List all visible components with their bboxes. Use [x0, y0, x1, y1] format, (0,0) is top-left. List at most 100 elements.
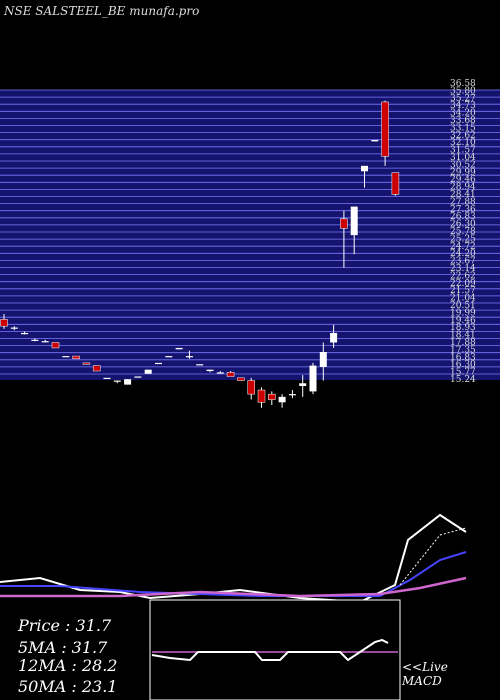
candle-body — [319, 352, 327, 367]
candle-body — [10, 327, 18, 329]
candle-body — [21, 332, 29, 335]
candle-body — [144, 369, 152, 374]
price-label: 34.20 — [450, 109, 476, 119]
candle-body — [278, 396, 286, 403]
price-label: 24.20 — [450, 249, 476, 259]
candle-body — [257, 389, 266, 403]
price-label: 15.24 — [450, 375, 476, 385]
price-label: 28.94 — [450, 183, 476, 193]
price-bands — [0, 89, 500, 380]
price-label: 35.80 — [450, 86, 476, 96]
candle-body — [330, 332, 338, 343]
price-label: 33.68 — [450, 116, 476, 126]
price-label: 15.77 — [450, 368, 476, 378]
price-stat: Price : 31.7 — [18, 616, 112, 635]
candle-body — [237, 377, 245, 381]
price-label: 27.36 — [450, 205, 476, 215]
price-label: 34.73 — [450, 101, 476, 111]
candle-body — [31, 339, 39, 341]
candle-body — [124, 379, 132, 385]
candle-body — [0, 319, 8, 327]
candle-body — [134, 376, 142, 378]
price-label: 29.46 — [450, 175, 476, 185]
ma12-stat: 12MA : 28.2 — [18, 656, 118, 675]
candle-body — [309, 365, 317, 392]
ma50-stat: 50MA : 23.1 — [18, 677, 118, 696]
price-axis-labels: 36.5835.8035.2734.7334.2033.6833.1532.62… — [450, 79, 476, 385]
candle-body — [371, 140, 379, 142]
price-label: 16.83 — [450, 353, 476, 363]
candle-body — [226, 372, 235, 377]
candle-body — [155, 362, 162, 365]
price-label: 31.57 — [450, 146, 476, 156]
candle-body — [247, 380, 255, 395]
price-label: 29.99 — [450, 168, 476, 178]
price-label: 21.57 — [450, 286, 476, 296]
price-label: 30.52 — [450, 160, 476, 170]
macd-histogram-line — [151, 638, 389, 662]
price-label: 17.88 — [450, 338, 476, 348]
price-label: 24.72 — [450, 242, 476, 252]
candle-body — [206, 369, 214, 372]
candle-body — [185, 356, 193, 358]
price-label: 17.35 — [450, 345, 476, 355]
site-label: NSE SALSTEEL_BE munafa.pro — [4, 4, 200, 18]
price-label: 28.41 — [450, 190, 476, 200]
macd-label: MACD — [402, 674, 442, 688]
candle-body — [41, 341, 49, 343]
macd-line — [0, 551, 467, 597]
candle-body — [165, 356, 173, 358]
price-label: 23.67 — [450, 257, 476, 267]
candle-body — [391, 172, 400, 195]
price-label: 36.58 — [450, 79, 476, 89]
price-label: 33.15 — [450, 123, 476, 133]
candle-body — [350, 206, 358, 236]
price-label: 32.62 — [450, 131, 476, 141]
price-label: 26.30 — [450, 220, 476, 230]
macd-box — [149, 599, 401, 700]
price-line — [0, 513, 467, 604]
candle-body — [288, 394, 296, 396]
price-label: 35.27 — [450, 94, 476, 104]
price-label: 32.10 — [450, 138, 476, 148]
price-label: 20.51 — [450, 301, 476, 311]
price-label: 16.30 — [450, 360, 476, 370]
candle-body — [72, 355, 80, 360]
candle-body — [216, 372, 224, 374]
price-label: 27.88 — [450, 197, 476, 207]
candle-body — [62, 356, 70, 358]
candle-body — [82, 362, 91, 365]
price-label: 25.25 — [450, 234, 476, 244]
candle-body — [92, 365, 101, 372]
signal-line — [399, 527, 467, 586]
price-label: 21.04 — [450, 294, 476, 304]
macd-lines — [151, 638, 398, 662]
price-label: 22.62 — [450, 271, 476, 281]
price-label: 18.93 — [450, 323, 476, 333]
candle-body — [51, 342, 60, 349]
candle-body — [340, 218, 348, 229]
band-area — [0, 90, 500, 380]
macd-live-label: <<Live — [402, 660, 448, 674]
candle-body — [175, 347, 183, 350]
price-label: 19.99 — [450, 308, 476, 318]
ma5-stat: 5MA : 31.7 — [18, 638, 108, 657]
candles — [0, 100, 400, 408]
candle-body — [113, 380, 121, 382]
price-label: 22.09 — [450, 279, 476, 289]
candle-body — [381, 101, 389, 157]
price-label: 23.14 — [450, 264, 476, 274]
price-label: 19.46 — [450, 316, 476, 326]
price-label: 25.78 — [450, 227, 476, 237]
candle-body — [103, 377, 111, 380]
price-label: 31.04 — [450, 153, 476, 163]
price-label: 18.41 — [450, 331, 476, 341]
candle-body — [268, 393, 276, 400]
candle-body — [299, 383, 307, 386]
ma-line — [0, 576, 467, 598]
candle-body — [361, 165, 368, 172]
price-label: 26.83 — [450, 212, 476, 222]
candle-body — [196, 364, 204, 366]
